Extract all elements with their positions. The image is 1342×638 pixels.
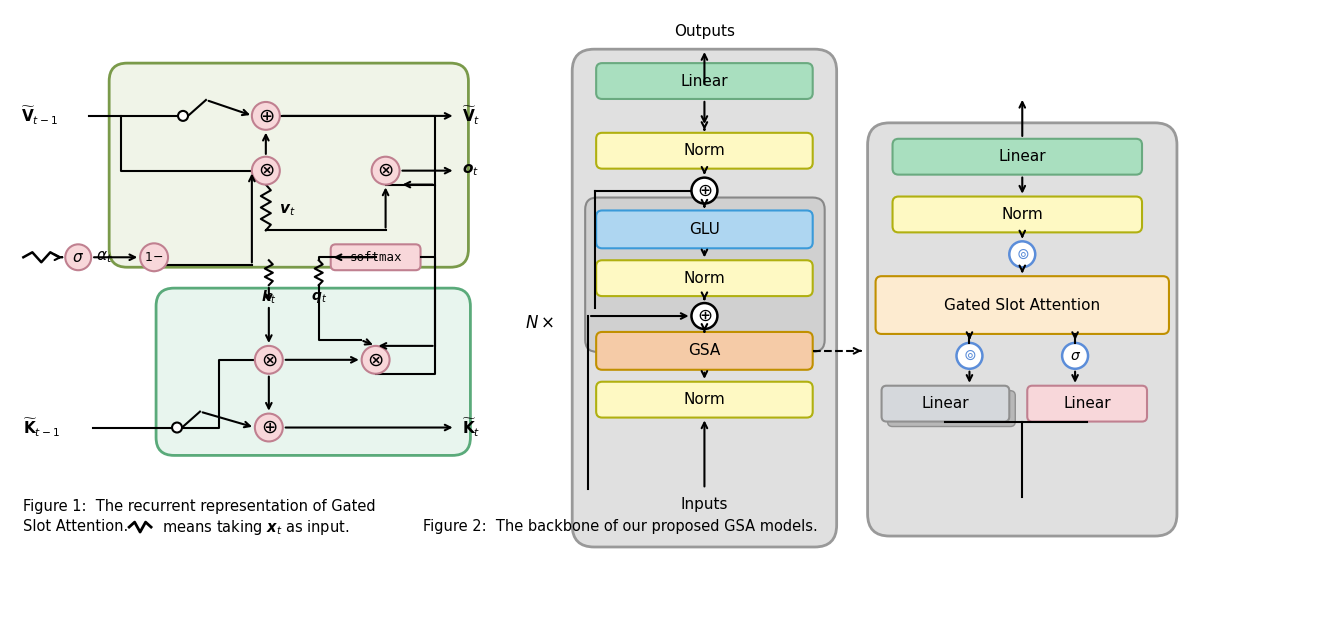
Text: $\oplus$: $\oplus$ xyxy=(258,107,274,126)
Text: Outputs: Outputs xyxy=(674,24,735,39)
FancyBboxPatch shape xyxy=(867,123,1177,536)
Text: $\boldsymbol{k}_t$: $\boldsymbol{k}_t$ xyxy=(262,288,276,306)
Text: $\circledcirc$: $\circledcirc$ xyxy=(962,348,976,363)
Text: $\boldsymbol{o}_t$: $\boldsymbol{o}_t$ xyxy=(463,163,479,179)
FancyBboxPatch shape xyxy=(109,63,468,267)
Circle shape xyxy=(252,157,280,184)
Circle shape xyxy=(957,343,982,369)
Text: Figure 2:  The backbone of our proposed GSA models.: Figure 2: The backbone of our proposed G… xyxy=(423,519,817,534)
Circle shape xyxy=(1009,241,1035,267)
Text: $1\!-$: $1\!-$ xyxy=(145,251,164,263)
Circle shape xyxy=(255,346,283,374)
FancyBboxPatch shape xyxy=(887,390,1016,427)
Text: $\oplus$: $\oplus$ xyxy=(260,418,276,437)
Circle shape xyxy=(1062,343,1088,369)
Text: $\otimes$: $\otimes$ xyxy=(260,350,276,369)
Circle shape xyxy=(691,303,718,329)
Text: GSA: GSA xyxy=(688,343,721,359)
Text: Inputs: Inputs xyxy=(680,497,729,512)
Text: $\widetilde{\mathbf{K}}_{t-1}$: $\widetilde{\mathbf{K}}_{t-1}$ xyxy=(23,417,60,439)
FancyBboxPatch shape xyxy=(882,386,1009,422)
Text: GLU: GLU xyxy=(688,222,719,237)
Text: Norm: Norm xyxy=(683,271,725,286)
Circle shape xyxy=(140,243,168,271)
FancyBboxPatch shape xyxy=(572,49,836,547)
FancyBboxPatch shape xyxy=(596,211,813,248)
Circle shape xyxy=(178,111,188,121)
Text: $\boldsymbol{v}_t$: $\boldsymbol{v}_t$ xyxy=(279,203,295,218)
Text: Norm: Norm xyxy=(683,392,725,407)
FancyBboxPatch shape xyxy=(156,288,471,456)
Text: $\otimes$: $\otimes$ xyxy=(377,161,393,180)
Text: Norm: Norm xyxy=(1001,207,1043,222)
Text: Gated Slot Attention: Gated Slot Attention xyxy=(945,297,1100,313)
FancyBboxPatch shape xyxy=(596,260,813,296)
Text: $\otimes$: $\otimes$ xyxy=(258,161,274,180)
FancyBboxPatch shape xyxy=(585,198,825,352)
FancyBboxPatch shape xyxy=(596,332,813,370)
FancyBboxPatch shape xyxy=(596,382,813,417)
Circle shape xyxy=(372,157,400,184)
Text: $\sigma$: $\sigma$ xyxy=(72,249,85,265)
Circle shape xyxy=(255,413,283,441)
Text: $\boldsymbol{q}_t$: $\boldsymbol{q}_t$ xyxy=(310,290,327,304)
Text: Linear: Linear xyxy=(998,149,1045,164)
Text: $\oplus$: $\oplus$ xyxy=(696,182,713,200)
Text: Linear: Linear xyxy=(922,396,969,411)
Text: Figure 1:  The recurrent representation of Gated: Figure 1: The recurrent representation o… xyxy=(23,499,376,514)
Text: Slot Attention.: Slot Attention. xyxy=(23,519,138,534)
Text: $\widetilde{\mathbf{K}}_{t}$: $\widetilde{\mathbf{K}}_{t}$ xyxy=(463,417,480,439)
Text: $\otimes$: $\otimes$ xyxy=(368,350,384,369)
FancyBboxPatch shape xyxy=(875,276,1169,334)
Text: $\widetilde{\mathbf{V}}_{t-1}$: $\widetilde{\mathbf{V}}_{t-1}$ xyxy=(21,105,58,127)
Circle shape xyxy=(172,422,183,433)
FancyBboxPatch shape xyxy=(892,139,1142,175)
FancyBboxPatch shape xyxy=(1027,386,1147,422)
Text: Linear: Linear xyxy=(680,73,729,89)
FancyBboxPatch shape xyxy=(892,197,1142,232)
Text: Norm: Norm xyxy=(683,144,725,158)
Circle shape xyxy=(361,346,389,374)
FancyBboxPatch shape xyxy=(330,244,420,271)
Circle shape xyxy=(66,244,91,271)
Text: $\widetilde{\mathbf{V}}_{t}$: $\widetilde{\mathbf{V}}_{t}$ xyxy=(463,105,480,127)
Text: means taking $\boldsymbol{x}_t$ as input.: means taking $\boldsymbol{x}_t$ as input… xyxy=(153,517,349,537)
Text: $\alpha_t$: $\alpha_t$ xyxy=(97,249,113,265)
FancyBboxPatch shape xyxy=(596,63,813,99)
FancyBboxPatch shape xyxy=(596,133,813,168)
Text: Linear: Linear xyxy=(1063,396,1111,411)
Text: softmax: softmax xyxy=(349,251,401,263)
Text: $\sigma$: $\sigma$ xyxy=(1070,349,1080,363)
Text: $\oplus$: $\oplus$ xyxy=(696,307,713,325)
Circle shape xyxy=(691,177,718,204)
Text: $N\times$: $N\times$ xyxy=(525,314,554,332)
Circle shape xyxy=(252,102,280,130)
Text: $\circledcirc$: $\circledcirc$ xyxy=(1016,247,1029,262)
